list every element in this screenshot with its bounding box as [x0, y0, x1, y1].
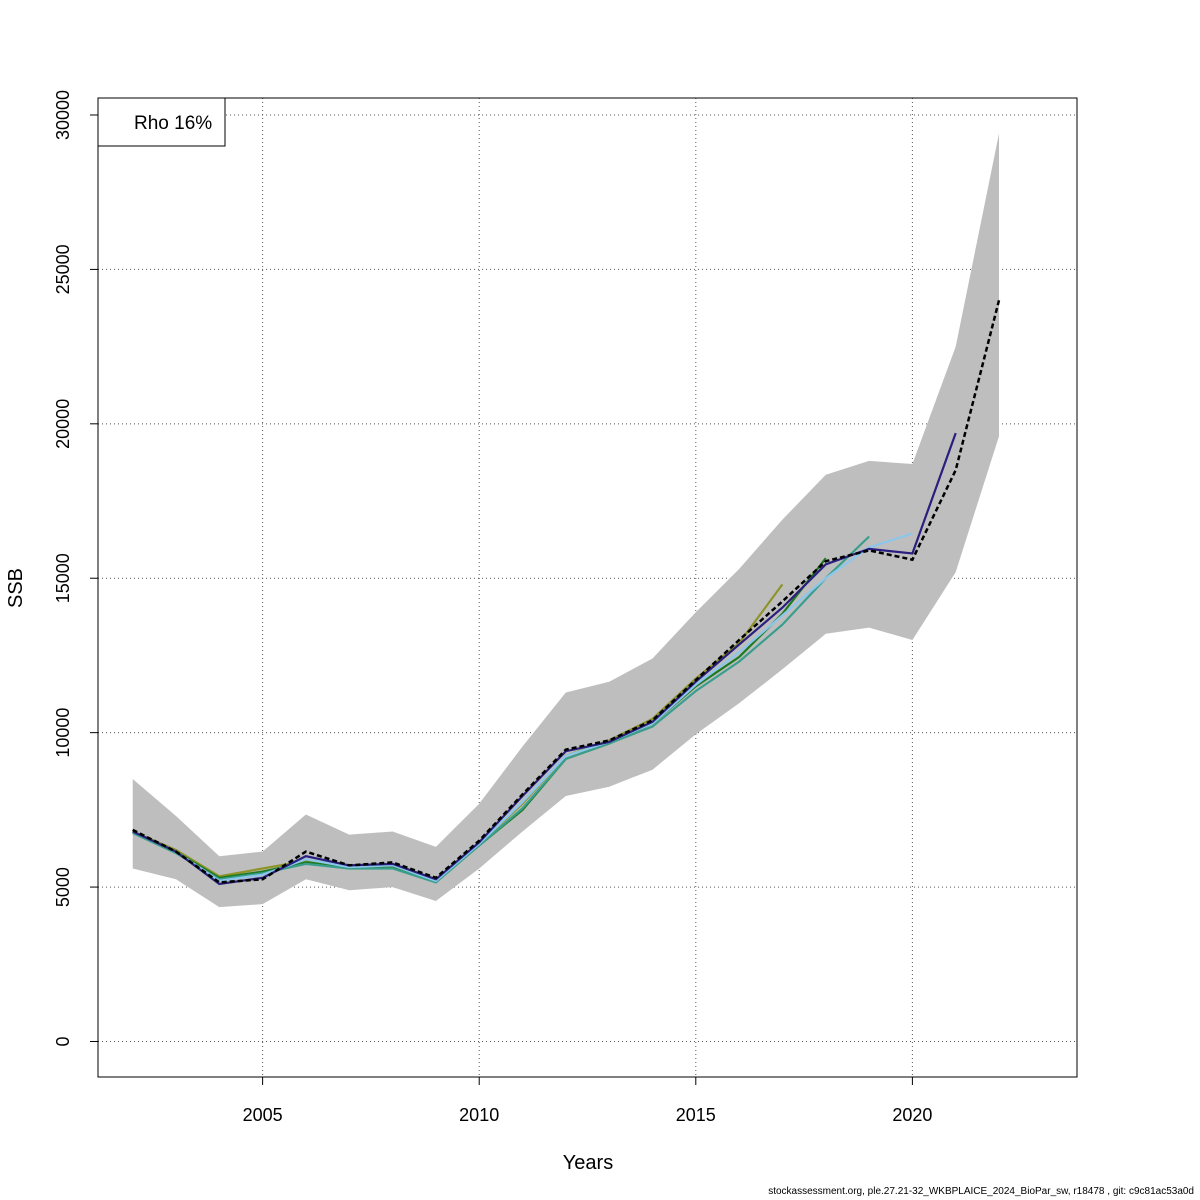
y-tick-label: 25000	[53, 244, 73, 294]
series-line-2	[132, 532, 913, 883]
y-tick-label: 10000	[53, 708, 73, 758]
y-tick-label: 20000	[53, 399, 73, 449]
y-tick-label: 15000	[53, 553, 73, 603]
confidence-band-layer	[132, 133, 999, 908]
x-tick-label: 2010	[459, 1105, 499, 1125]
x-tick-label: 2005	[243, 1105, 283, 1125]
x-axis-title: Years	[563, 1152, 613, 1174]
y-axis-title: SSB	[5, 568, 27, 608]
y-axis: 0 5000 10000 15000 20000 25000 30000	[53, 90, 98, 1046]
x-tick-label: 2015	[676, 1105, 716, 1125]
series-layer	[132, 299, 1001, 886]
series-line-3	[132, 535, 870, 884]
x-axis: 2005 2010 2015 2020	[243, 1077, 932, 1125]
y-tick-label: 30000	[53, 90, 73, 140]
series-line-reference	[132, 299, 1001, 884]
plot-frame	[97, 97, 1078, 1078]
legend-text: Rho 16%	[134, 113, 212, 134]
x-tick-label: 2020	[892, 1105, 932, 1125]
confidence-band	[132, 133, 999, 908]
footer-credit: stockassessment.org, ple.27.21-32_WKBPLA…	[768, 1186, 1194, 1197]
legend: Rho 16%	[97, 97, 226, 147]
legend-box	[97, 97, 226, 147]
y-tick-label: 5000	[53, 867, 73, 907]
y-tick-label: 0	[53, 1036, 73, 1046]
